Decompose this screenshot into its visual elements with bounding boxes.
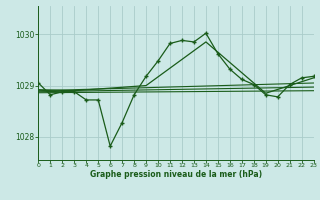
X-axis label: Graphe pression niveau de la mer (hPa): Graphe pression niveau de la mer (hPa): [90, 170, 262, 179]
